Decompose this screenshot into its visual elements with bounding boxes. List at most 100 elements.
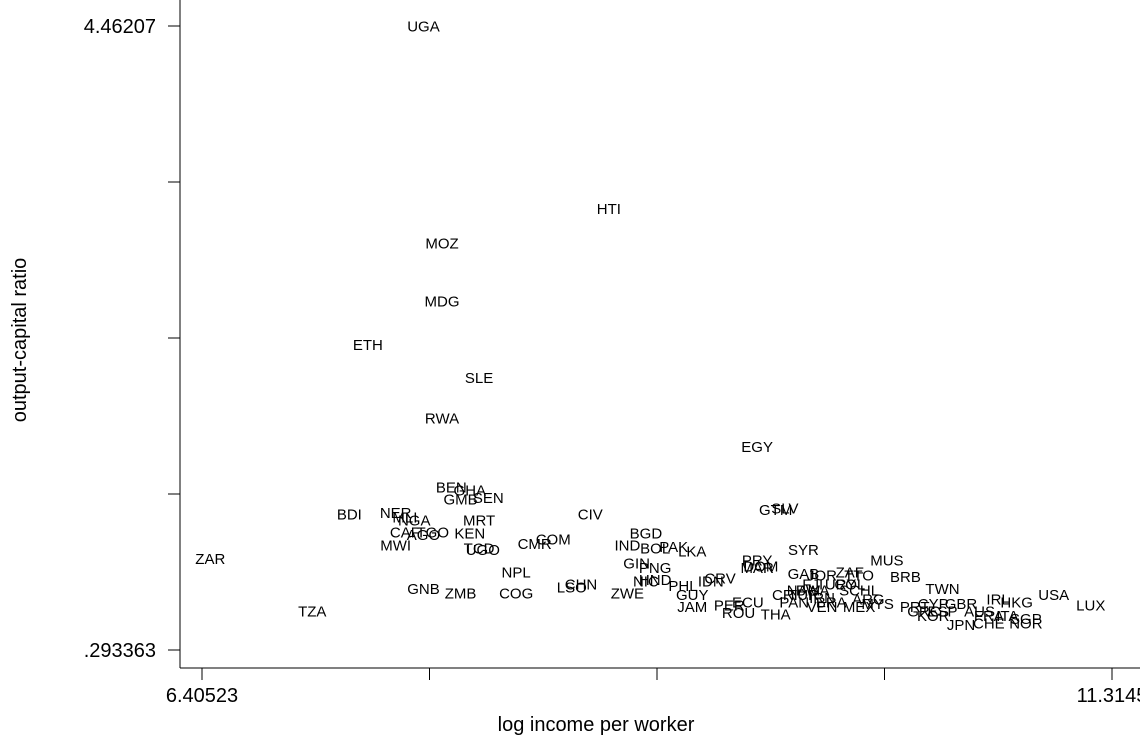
point-label: RWA [425, 410, 459, 427]
point-label: KOR [917, 608, 950, 625]
point-label: PAN [779, 595, 809, 612]
point-label: BRB [890, 569, 921, 586]
point-label: NOR [1009, 616, 1043, 633]
point-label: FRA [974, 608, 1004, 625]
point-label: CRV [704, 571, 735, 588]
point-label: CRI [772, 587, 798, 604]
point-label: PRY [742, 553, 773, 570]
point-label: DOM [743, 559, 778, 576]
x-tick-label: 11.3145 [1077, 685, 1140, 707]
point-label: JAM [677, 599, 707, 616]
point-label: ITA [996, 608, 1018, 625]
point-label: IRN [809, 590, 835, 607]
point-label: PAK [659, 539, 688, 556]
x-tick-label: 6.40523 [166, 685, 238, 707]
point-label: VEN [807, 599, 838, 616]
point-label: ECU [732, 595, 764, 612]
y-ticks: .293363 4.46207 [84, 16, 180, 662]
point-label: NIC [633, 574, 659, 591]
point-label: SLV [771, 500, 798, 517]
point-label: TGO [416, 524, 449, 541]
point-label: TWN [925, 581, 959, 598]
point-label: ESP [927, 604, 957, 621]
point-label: GTM [759, 502, 792, 519]
point-label: CYP [918, 596, 949, 613]
point-label: TZA [298, 604, 326, 621]
point-label: BOL [640, 541, 670, 558]
point-label: UGO [466, 542, 500, 559]
point-label: BRA [816, 595, 847, 612]
point-label: MEX [843, 599, 876, 616]
point-label: IRL [986, 592, 1009, 609]
point-label: MUS [870, 553, 903, 570]
point-label: COM [536, 532, 571, 549]
point-label: JPN [947, 617, 975, 634]
point-label: GBR [945, 596, 978, 613]
point-label: TTO [844, 568, 874, 585]
point-label: ZAR [195, 551, 225, 568]
point-label: HKG [1000, 595, 1033, 612]
point-label: CHN [565, 577, 598, 594]
point-label: SEN [473, 490, 504, 507]
point-label: NER [380, 505, 412, 522]
point-label: HND [639, 572, 672, 589]
point-label: BEN [436, 479, 467, 496]
point-label: EGY [741, 439, 773, 456]
point-label: AUS [964, 604, 995, 621]
x-axis-title: log income per worker [498, 714, 695, 736]
point-label: CMR [518, 536, 552, 553]
point-label: ZMB [445, 586, 477, 603]
point-label: COL [834, 577, 865, 594]
point-label: TCD [464, 541, 495, 558]
point-label: CAF [390, 524, 420, 541]
point-label: NAM [787, 583, 820, 600]
point-label: IDN [698, 574, 724, 591]
point-label: MRT [463, 512, 495, 529]
point-label: BDI [337, 506, 362, 523]
point-label: NGA [398, 512, 431, 529]
y-axis-title: output-capital ratio [9, 258, 31, 423]
point-label: IND [614, 538, 640, 555]
point-label: SLE [465, 370, 493, 387]
point-label: JOR [807, 568, 837, 585]
point-label: KEN [454, 526, 485, 543]
point-label: PER [714, 598, 745, 615]
point-label: GMB [443, 491, 477, 508]
point-label: BGD [630, 526, 663, 543]
point-label: MOZ [425, 235, 458, 252]
point-label: GHA [454, 482, 487, 499]
point-label: MDG [425, 294, 460, 311]
point-label: GIN [623, 556, 650, 573]
point-label: SGP [1010, 611, 1042, 628]
point-label: PNG [639, 560, 672, 577]
point-label: PHL [668, 578, 697, 595]
point-label: ZWE [611, 586, 644, 603]
point-label: AGO [407, 527, 440, 544]
point-label: ZAF [836, 565, 864, 582]
point-label: GUY [676, 587, 709, 604]
point-label: FJI [802, 577, 823, 594]
point-label: BWA [796, 583, 830, 600]
point-label: UGA [407, 18, 440, 35]
point-label: GNB [407, 581, 440, 598]
point-label: CIV [578, 506, 603, 523]
point-label: THA [761, 607, 791, 624]
point-label: SCHL [839, 583, 879, 600]
point-label: TUR [788, 587, 819, 604]
point-label: USA [1038, 587, 1069, 604]
point-label: GRC [907, 604, 941, 621]
point-label: LSO [557, 580, 587, 597]
point-label: ARG [852, 592, 885, 609]
x-ticks: 6.40523 11.3145 [166, 668, 1140, 707]
point-label: PRT [900, 599, 930, 616]
point-label: MAR [740, 560, 774, 577]
point-label: ETH [353, 337, 383, 354]
point-label: SYR [788, 542, 819, 559]
point-label: LKA [678, 544, 706, 561]
point-label: MYS [861, 596, 894, 613]
point-label: GAB [788, 566, 820, 583]
y-tick-label: .293363 [84, 640, 156, 662]
point-label: LUX [1076, 598, 1105, 615]
